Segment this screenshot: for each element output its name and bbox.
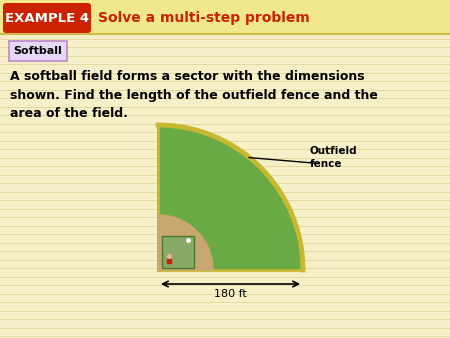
Polygon shape [158, 215, 213, 270]
Text: A softball field forms a sector with the dimensions
shown. Find the length of th: A softball field forms a sector with the… [10, 70, 378, 120]
FancyBboxPatch shape [3, 3, 91, 33]
FancyBboxPatch shape [9, 41, 67, 61]
Text: Solve a multi-step problem: Solve a multi-step problem [98, 11, 310, 25]
Bar [162, 236, 194, 268]
Text: Outfield
fence: Outfield fence [310, 146, 358, 169]
Text: EXAMPLE 4: EXAMPLE 4 [5, 11, 89, 24]
Polygon shape [158, 125, 303, 270]
Text: 180 ft: 180 ft [214, 289, 247, 299]
Text: Softball: Softball [14, 46, 63, 56]
Bar [0, 0, 450, 34]
